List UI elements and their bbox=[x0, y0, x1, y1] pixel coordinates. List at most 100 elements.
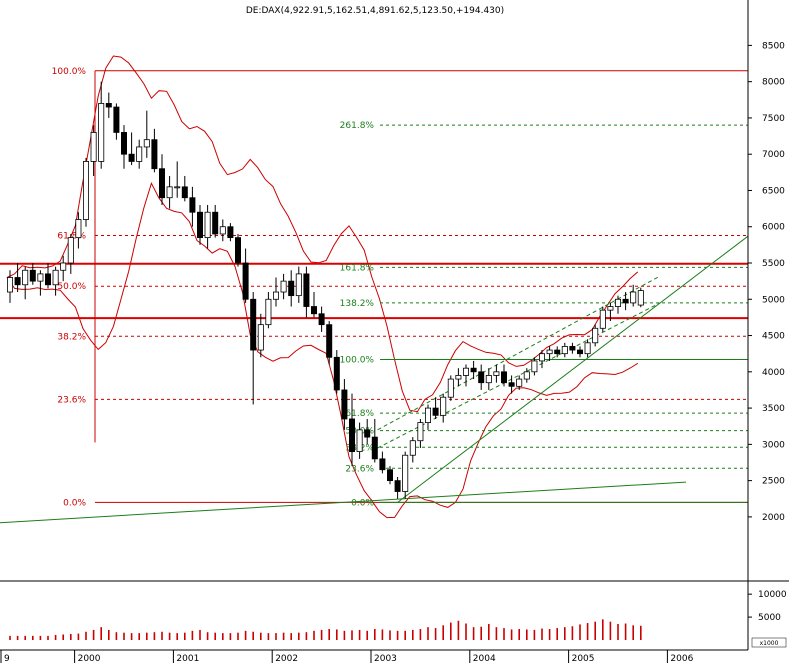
volume-multiplier-label: x1000 bbox=[760, 640, 779, 647]
lower-band-line bbox=[6, 181, 639, 519]
fib-right-label-2: 138.2% bbox=[340, 299, 375, 309]
candle-body-31 bbox=[242, 262, 249, 300]
candle-body-38 bbox=[295, 273, 302, 297]
channel-lower-line bbox=[397, 235, 749, 503]
fib-left-label-0: 100.0% bbox=[52, 67, 87, 77]
candle-body-15 bbox=[121, 132, 128, 155]
candle-body-5 bbox=[45, 273, 52, 286]
candle-body-35 bbox=[272, 291, 279, 300]
y-tick-label-5: 4500 bbox=[762, 332, 785, 342]
vol-tick-label-0: 5000 bbox=[758, 613, 781, 623]
candle-body-71 bbox=[546, 349, 553, 355]
candle-body-22 bbox=[174, 186, 181, 189]
candle-body-29 bbox=[227, 226, 234, 239]
y-tick-label-1: 2500 bbox=[762, 477, 785, 487]
candle-body-30 bbox=[234, 237, 241, 264]
candle-body-34 bbox=[265, 298, 272, 326]
candle-body-19 bbox=[151, 139, 158, 170]
candle-body-77 bbox=[592, 327, 599, 344]
candle-body-40 bbox=[310, 306, 317, 315]
volume-multiplier-box bbox=[751, 637, 787, 648]
fib-left-label-2: 50.0% bbox=[57, 282, 86, 292]
channel-upper-line bbox=[377, 275, 661, 431]
candle-body-82 bbox=[630, 291, 637, 304]
candle-body-21 bbox=[166, 186, 173, 199]
candle-body-80 bbox=[615, 298, 622, 307]
fib-right-label-3: 100.0% bbox=[340, 355, 375, 365]
y-tick-label-3: 3500 bbox=[762, 404, 785, 414]
x-tick-label-3: 2002 bbox=[275, 654, 298, 663]
fib-right-label-7: 23.6% bbox=[345, 464, 374, 474]
candle-body-47 bbox=[364, 429, 371, 438]
x-tick-label-0: 9 bbox=[4, 654, 10, 663]
candle-body-27 bbox=[212, 211, 219, 235]
fib-right-label-1: 161.8% bbox=[340, 263, 375, 273]
candle-body-54 bbox=[417, 422, 424, 442]
candle-body-11 bbox=[90, 132, 97, 162]
chart-title: DE:DAX(4,922.91,5,162.51,4,891.62,5,123.… bbox=[246, 6, 504, 16]
candle-body-69 bbox=[531, 360, 538, 373]
y-tick-label-2: 3000 bbox=[762, 440, 785, 450]
candle-body-2 bbox=[22, 269, 29, 286]
candle-body-72 bbox=[554, 349, 561, 355]
candle-body-14 bbox=[113, 106, 120, 133]
candle-body-6 bbox=[52, 269, 59, 286]
candle-body-58 bbox=[447, 378, 454, 398]
candle-body-26 bbox=[204, 211, 211, 239]
candle-body-33 bbox=[257, 324, 264, 351]
candle-body-74 bbox=[569, 346, 576, 351]
candle-body-3 bbox=[29, 269, 36, 282]
candle-body-52 bbox=[402, 454, 409, 492]
candle-body-24 bbox=[189, 197, 196, 213]
fib-left-label-4: 23.6% bbox=[57, 395, 86, 405]
fib-left-label-3: 38.2% bbox=[57, 332, 86, 342]
candle-body-56 bbox=[432, 407, 439, 416]
candle-body-1 bbox=[14, 277, 21, 286]
fibonacci-levels: 100.0% 61.8% 50.0% 38.2% 23.6% 0.0% 261.8% 161.… bbox=[0, 67, 748, 508]
candle-body-53 bbox=[409, 440, 416, 456]
y-tick-label-9: 6500 bbox=[762, 186, 785, 196]
long-trend-line bbox=[0, 481, 687, 524]
candle-body-55 bbox=[424, 407, 431, 423]
candle-body-57 bbox=[440, 396, 447, 416]
candlesticks bbox=[7, 81, 644, 499]
vol-tick-label-1: 10000 bbox=[758, 590, 787, 600]
candle-body-4 bbox=[37, 273, 44, 282]
fib-left-label-1: 61.8% bbox=[57, 231, 86, 241]
fib-right-label-0: 261.8% bbox=[340, 121, 375, 131]
y-tick-label-11: 7500 bbox=[762, 114, 785, 124]
candle-body-48 bbox=[371, 436, 378, 460]
candle-body-68 bbox=[523, 371, 530, 380]
candle-body-61 bbox=[470, 367, 477, 373]
candle-body-37 bbox=[288, 280, 295, 297]
candle-body-50 bbox=[386, 469, 393, 482]
candle-body-65 bbox=[500, 371, 507, 384]
candle-body-75 bbox=[577, 349, 584, 355]
x-tick-label-6: 2005 bbox=[572, 654, 595, 663]
y-tick-label-6: 5000 bbox=[762, 295, 785, 305]
y-tick-label-4: 4000 bbox=[762, 368, 785, 378]
y-tick-label-12: 8000 bbox=[762, 78, 785, 88]
candle-body-59 bbox=[455, 375, 462, 380]
candle-body-46 bbox=[356, 429, 363, 453]
y-tick-label-10: 7000 bbox=[762, 150, 785, 160]
trend-lines bbox=[0, 235, 749, 524]
y-tick-label-8: 6000 bbox=[762, 223, 785, 233]
candle-body-79 bbox=[607, 306, 614, 311]
y-tick-label-13: 8500 bbox=[762, 41, 785, 51]
fib-right-label-8: 0.0% bbox=[351, 498, 374, 508]
candle-body-18 bbox=[143, 139, 150, 148]
volume-bars bbox=[0, 580, 789, 640]
candle-body-7 bbox=[60, 262, 67, 271]
candle-body-28 bbox=[219, 226, 226, 235]
candle-body-25 bbox=[196, 211, 203, 239]
fib-right-label-4: 61.8% bbox=[345, 409, 374, 419]
candle-body-41 bbox=[318, 313, 325, 326]
candle-body-49 bbox=[379, 458, 386, 471]
y-tick-label-0: 2000 bbox=[762, 513, 785, 523]
candle-body-12 bbox=[98, 103, 105, 162]
candle-body-60 bbox=[462, 367, 469, 376]
candle-body-17 bbox=[136, 146, 143, 162]
